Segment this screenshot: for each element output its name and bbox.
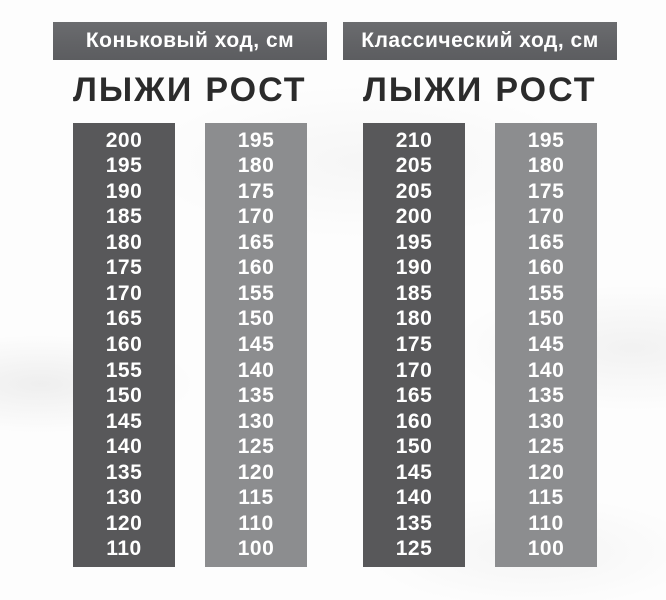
table-cell: 150 bbox=[237, 307, 275, 331]
table-cell: 180 bbox=[105, 230, 143, 254]
table-cell: 175 bbox=[105, 256, 143, 280]
height-values-column-skating: 195 180 175 170 165 160 155 150 145 140 135 130 125 1… bbox=[205, 123, 307, 567]
table-cell: 130 bbox=[237, 409, 275, 433]
table-cell: 210 bbox=[395, 128, 433, 152]
table-cell: 140 bbox=[395, 486, 433, 510]
table-cell: 170 bbox=[395, 358, 433, 382]
table-cell: 175 bbox=[237, 179, 275, 203]
table-cell: 180 bbox=[237, 154, 275, 178]
table-cell: 185 bbox=[395, 281, 433, 305]
table-cell: 165 bbox=[527, 230, 565, 254]
table-cell: 145 bbox=[395, 460, 433, 484]
table-cell: 205 bbox=[395, 179, 433, 203]
table-cell: 135 bbox=[237, 384, 275, 408]
table-cell: 180 bbox=[395, 307, 433, 331]
table-cell: 115 bbox=[528, 486, 564, 510]
section-title-classic: Классический ход, см bbox=[343, 22, 617, 60]
table-cell: 130 bbox=[527, 409, 565, 433]
section-title-skating: Коньковый ход, см bbox=[53, 22, 327, 60]
table-cell: 200 bbox=[105, 128, 143, 152]
table-cell: 195 bbox=[105, 154, 143, 178]
table-cell: 155 bbox=[237, 281, 275, 305]
table-cell: 155 bbox=[105, 358, 143, 382]
table-cell: 140 bbox=[237, 358, 275, 382]
table-cell: 145 bbox=[237, 333, 275, 357]
table-cell: 170 bbox=[237, 205, 275, 229]
table-cell: 200 bbox=[395, 205, 433, 229]
table-cell: 190 bbox=[105, 179, 143, 203]
table-cell: 190 bbox=[395, 256, 433, 280]
table-cell: 160 bbox=[527, 256, 565, 280]
table-cell: 125 bbox=[527, 435, 565, 459]
table-cell: 160 bbox=[237, 256, 275, 280]
table-cell: 195 bbox=[395, 230, 433, 254]
table-cell: 110 bbox=[106, 537, 142, 561]
table-cell: 135 bbox=[527, 384, 565, 408]
table-cell: 110 bbox=[528, 511, 564, 535]
table-cell: 145 bbox=[527, 333, 565, 357]
table-cell: 180 bbox=[527, 154, 565, 178]
table-cell: 195 bbox=[527, 128, 565, 152]
table-cell: 170 bbox=[527, 205, 565, 229]
table-cell: 120 bbox=[527, 460, 565, 484]
table-cell: 165 bbox=[237, 230, 275, 254]
table-cell: 125 bbox=[237, 435, 275, 459]
table-cell: 135 bbox=[105, 460, 143, 484]
table-cell: 135 bbox=[395, 511, 433, 535]
skis-values-column-skating: 200 195 190 185 180 175 170 165 160 155 150 145 140 1… bbox=[73, 123, 175, 567]
table-cell: 120 bbox=[105, 511, 143, 535]
table-cell: 165 bbox=[395, 384, 433, 408]
table-cell: 120 bbox=[237, 460, 275, 484]
height-values-column-classic: 195 180 175 170 165 160 155 150 145 140 135 130 125 1… bbox=[495, 123, 597, 567]
table-cell: 115 bbox=[238, 486, 274, 510]
table-cell: 150 bbox=[527, 307, 565, 331]
table-cell: 140 bbox=[105, 435, 143, 459]
table-cell: 175 bbox=[395, 333, 433, 357]
table-cell: 185 bbox=[105, 205, 143, 229]
table-cell: 130 bbox=[105, 486, 143, 510]
column-header-skis-skating: ЛЫЖИ bbox=[73, 71, 194, 109]
table-cell: 165 bbox=[105, 307, 143, 331]
table-cell: 170 bbox=[105, 281, 143, 305]
table-cell: 110 bbox=[238, 511, 274, 535]
table-cell: 150 bbox=[395, 435, 433, 459]
table-cell: 125 bbox=[395, 537, 433, 561]
table-cell: 150 bbox=[105, 384, 143, 408]
column-header-height-classic: РОСТ bbox=[495, 71, 597, 109]
table-cell: 195 bbox=[237, 128, 275, 152]
table-cell: 100 bbox=[237, 537, 275, 561]
skis-values-column-classic: 210 205 205 200 195 190 185 180 175 170 165 160 150 1… bbox=[363, 123, 465, 567]
table-cell: 100 bbox=[527, 537, 565, 561]
column-header-skis-classic: ЛЫЖИ bbox=[363, 71, 484, 109]
table-cell: 155 bbox=[527, 281, 565, 305]
table-cell: 140 bbox=[527, 358, 565, 382]
table-cell: 175 bbox=[527, 179, 565, 203]
table-cell: 160 bbox=[105, 333, 143, 357]
table-cell: 145 bbox=[105, 409, 143, 433]
table-cell: 205 bbox=[395, 154, 433, 178]
column-header-height-skating: РОСТ bbox=[205, 71, 307, 109]
table-cell: 160 bbox=[395, 409, 433, 433]
